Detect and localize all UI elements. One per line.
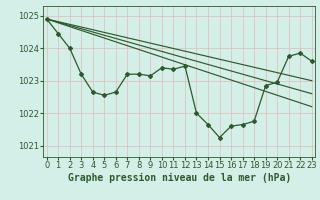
- X-axis label: Graphe pression niveau de la mer (hPa): Graphe pression niveau de la mer (hPa): [68, 173, 291, 183]
